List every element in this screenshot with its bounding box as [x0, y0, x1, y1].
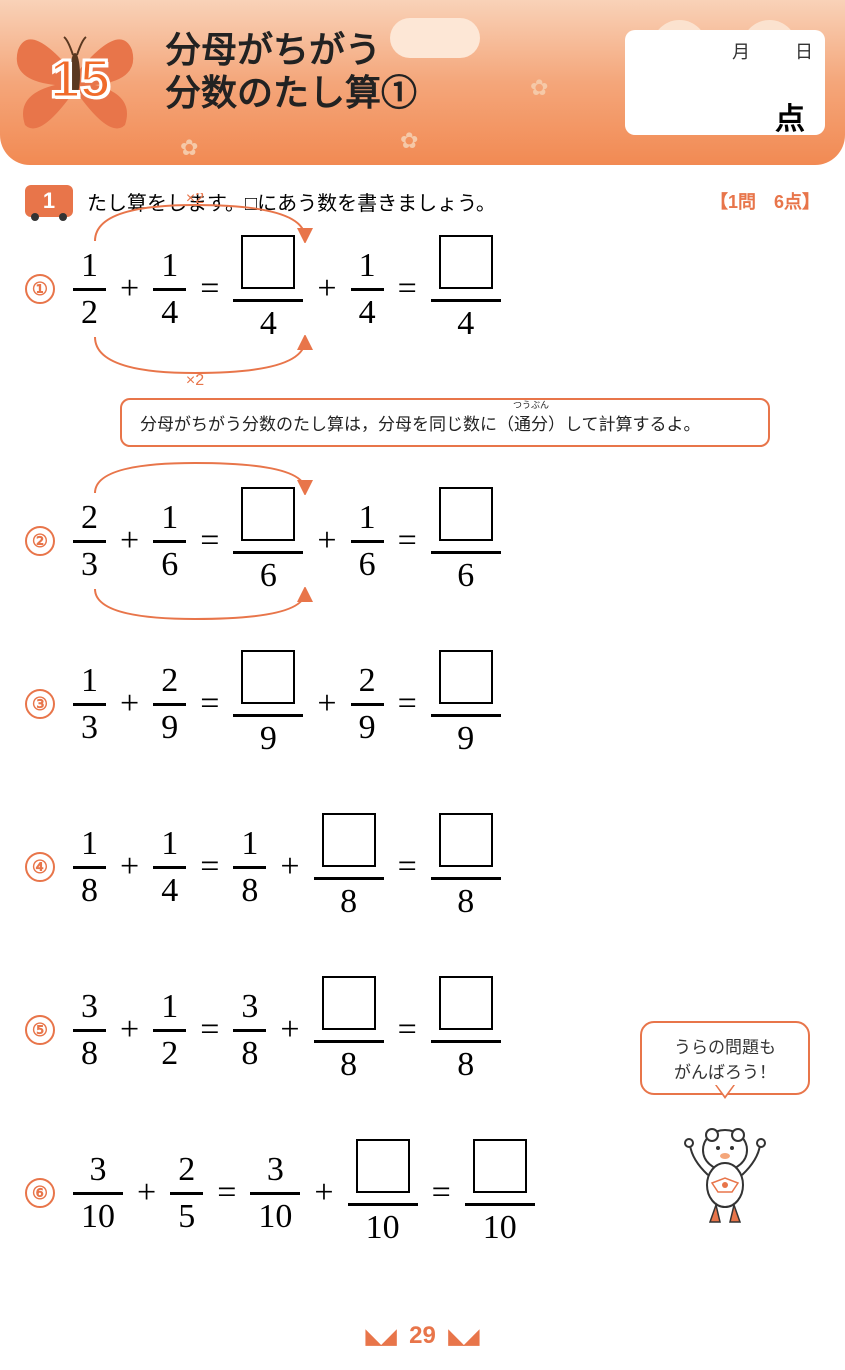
- problem-number: ⑥: [25, 1178, 55, 1208]
- tip-ruby: つうぶん通分: [514, 410, 548, 435]
- speech-bubble: うらの問題も がんばろう！: [640, 1021, 810, 1095]
- answer-box[interactable]: [473, 1139, 527, 1193]
- answer-box[interactable]: [439, 976, 493, 1030]
- answer-box[interactable]: [439, 235, 493, 289]
- day-label: 日: [795, 38, 813, 64]
- section-instruction: たし算をします。□にあう数を書きましょう。: [87, 187, 710, 216]
- answer-box[interactable]: [322, 813, 376, 867]
- problem-row: ④ 18+14=18+8=8: [25, 813, 820, 921]
- problem-number: ②: [25, 526, 55, 556]
- answer-box[interactable]: [241, 235, 295, 289]
- flower-icon: ✿: [530, 75, 548, 101]
- title-line-1: 分母がちがう: [165, 28, 417, 71]
- answer-box[interactable]: [439, 813, 493, 867]
- page-wing-right: ◣◢: [449, 1326, 480, 1348]
- answer-box[interactable]: [322, 976, 376, 1030]
- answer-box[interactable]: [439, 650, 493, 704]
- problem-number: ④: [25, 852, 55, 882]
- problem-row: ③ 13+29=9+29=9: [25, 650, 820, 758]
- problem-row: ×2 ×2 ① 12+14=4+14=4: [25, 235, 820, 343]
- flower-icon: ✿: [400, 128, 418, 154]
- equation: 18+14=18+8=8: [73, 813, 501, 921]
- tip-ruby-base: 通分: [514, 415, 548, 434]
- problem-number: ⑤: [25, 1015, 55, 1045]
- worksheet-title: 分母がちがう 分数のたし算①: [165, 28, 417, 114]
- problem-row: ② 23+16=6+16=6: [25, 487, 820, 595]
- equation: 13+29=9+29=9: [73, 650, 501, 758]
- equation: 23+16=6+16=6: [73, 487, 501, 595]
- equation: 310+25=310+10=10: [73, 1139, 535, 1247]
- tip-ruby-text: つうぶん: [513, 398, 549, 411]
- title-line-2: 分数のたし算①: [165, 71, 417, 114]
- answer-box[interactable]: [241, 487, 295, 541]
- score-label: 点: [625, 64, 825, 138]
- section-badge: 1: [25, 185, 73, 217]
- tip-box: 分母がちがう分数のたし算は，分母を同じ数に（つうぶん通分）して計算するよ。: [120, 398, 770, 447]
- speech-line-1: うらの問題も: [654, 1033, 796, 1058]
- flower-icon: ✿: [180, 135, 198, 161]
- answer-box[interactable]: [241, 650, 295, 704]
- date-score-box: 月 日 点: [625, 30, 825, 135]
- date-row: 月 日: [625, 30, 825, 64]
- page-number-value: 29: [409, 1322, 436, 1349]
- speech-line-2: がんばろう！: [654, 1058, 796, 1083]
- mascot-icon: [680, 1120, 770, 1230]
- answer-box[interactable]: [439, 487, 493, 541]
- worksheet-header: ✿ ✿ ✿ 15 分母がちがう 分数のたし算① 月 日 点: [0, 0, 845, 165]
- lesson-number: 15: [50, 48, 110, 110]
- answer-box[interactable]: [356, 1139, 410, 1193]
- page-wing-left: ◣◢: [366, 1326, 397, 1348]
- equation: 38+12=38+8=8: [73, 976, 501, 1084]
- problem-number: ③: [25, 689, 55, 719]
- equation: 12+14=4+14=4: [73, 235, 501, 343]
- speech-bubble-wrap: うらの問題も がんばろう！: [640, 1021, 810, 1230]
- page-number: ◣◢ 29 ◣◢: [0, 1302, 845, 1370]
- problem-number: ①: [25, 274, 55, 304]
- tip-text-after: ）して計算するよ。: [548, 415, 701, 434]
- svg-text:×2: ×2: [186, 372, 204, 385]
- tip-text-before: 分母がちがう分数のたし算は，分母を同じ数に（: [140, 415, 514, 434]
- month-label: 月: [732, 38, 750, 64]
- section-header: 1 たし算をします。□にあう数を書きましょう。 【1問 6点】: [0, 185, 845, 217]
- section-points: 【1問 6点】: [710, 188, 820, 214]
